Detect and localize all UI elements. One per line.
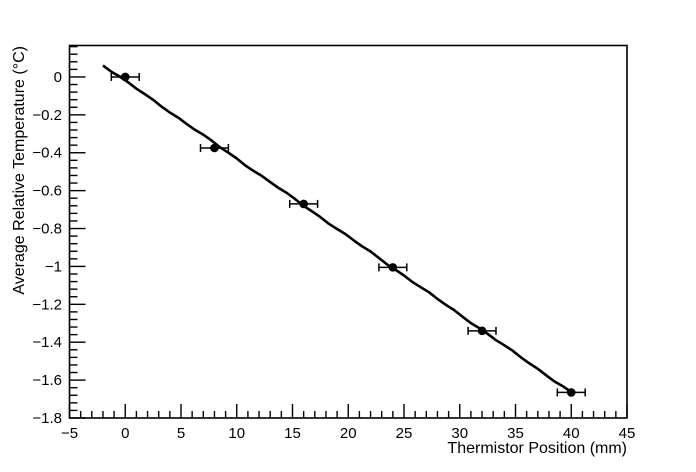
y-tick-label: −0.8 [32, 221, 62, 238]
data-point-marker [299, 199, 308, 209]
y-tick-label: −1.4 [32, 334, 62, 351]
data-point-marker [120, 72, 130, 82]
y-tick-label: −1.2 [32, 296, 62, 313]
y-tick-label: −0.4 [32, 145, 62, 162]
y-tick-label: −1 [45, 258, 62, 275]
data-point-marker [566, 388, 576, 397]
y-tick-label: −1.6 [32, 372, 62, 389]
data-point-marker [388, 263, 398, 272]
chart-plot-area: −5 0 5 10 15 20 25 30 35 40 45 0 −0.2 −0.4 −0.6 −0.8 −1 −… [32, 44, 636, 442]
x-tick-label: 45 [619, 425, 636, 442]
y-tick-label: 0 [54, 69, 62, 86]
x-tick-label: 40 [563, 425, 580, 442]
x-tick-label: 25 [396, 425, 413, 442]
x-tick-label: 10 [228, 425, 245, 442]
x-axis-title: Thermistor Position (mm) [447, 440, 627, 457]
y-axis-title: Average Relative Temperature (°C) [11, 46, 28, 295]
x-tick-label: −5 [61, 425, 78, 442]
y-tick-label: −0.2 [32, 107, 62, 124]
x-tick-label: 5 [177, 425, 185, 442]
data-point-marker [210, 143, 219, 153]
x-tick-label: 20 [340, 425, 357, 442]
y-tick-label: −1.8 [32, 410, 62, 427]
x-tick-label: 35 [507, 425, 524, 442]
x-tick-label: 30 [451, 425, 468, 442]
x-tick-label: 15 [284, 425, 301, 442]
y-tick-label: −0.6 [32, 183, 62, 200]
x-tick-label: 0 [121, 425, 129, 442]
fit-line [102, 64, 573, 394]
data-point-marker [477, 326, 487, 336]
